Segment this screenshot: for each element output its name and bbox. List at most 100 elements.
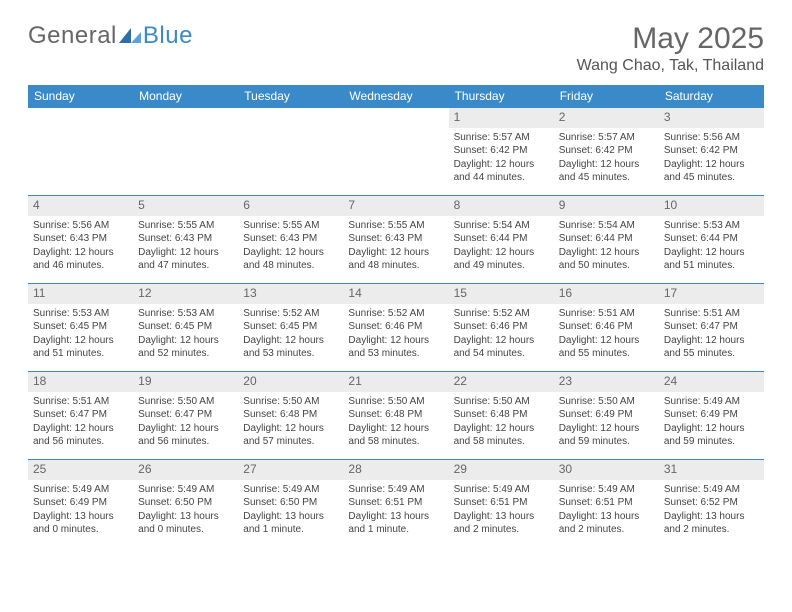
weekday-header: Tuesday — [238, 85, 343, 108]
day-number: 28 — [343, 460, 448, 480]
day-number: 22 — [449, 372, 554, 392]
day-info: Sunrise: 5:50 AMSunset: 6:48 PMDaylight:… — [343, 392, 448, 453]
day-info: Sunrise: 5:56 AMSunset: 6:43 PMDaylight:… — [28, 216, 133, 277]
calendar-empty-cell — [28, 108, 133, 196]
sunset-line: Sunset: 6:48 PM — [348, 408, 443, 422]
day-info: Sunrise: 5:50 AMSunset: 6:48 PMDaylight:… — [238, 392, 343, 453]
sunrise-line: Sunrise: 5:54 AM — [454, 219, 549, 233]
day-number: 8 — [449, 196, 554, 216]
calendar-day-cell: 26Sunrise: 5:49 AMSunset: 6:50 PMDayligh… — [133, 460, 238, 548]
day-info: Sunrise: 5:55 AMSunset: 6:43 PMDaylight:… — [343, 216, 448, 277]
calendar-day-cell: 10Sunrise: 5:53 AMSunset: 6:44 PMDayligh… — [659, 196, 764, 284]
calendar-day-cell: 2Sunrise: 5:57 AMSunset: 6:42 PMDaylight… — [554, 108, 659, 196]
calendar-empty-cell — [343, 108, 448, 196]
day-info: Sunrise: 5:52 AMSunset: 6:46 PMDaylight:… — [449, 304, 554, 365]
sunset-line: Sunset: 6:44 PM — [664, 232, 759, 246]
day-info: Sunrise: 5:51 AMSunset: 6:46 PMDaylight:… — [554, 304, 659, 365]
sunset-line: Sunset: 6:46 PM — [454, 320, 549, 334]
sunrise-line: Sunrise: 5:50 AM — [138, 395, 233, 409]
calendar-body: 1Sunrise: 5:57 AMSunset: 6:42 PMDaylight… — [28, 108, 764, 548]
sunset-line: Sunset: 6:42 PM — [454, 144, 549, 158]
logo-text-2: Blue — [143, 22, 193, 50]
sunset-line: Sunset: 6:48 PM — [454, 408, 549, 422]
day-number: 13 — [238, 284, 343, 304]
calendar-day-cell: 8Sunrise: 5:54 AMSunset: 6:44 PMDaylight… — [449, 196, 554, 284]
day-number: 21 — [343, 372, 448, 392]
daylight-line: Daylight: 12 hours and 48 minutes. — [348, 246, 443, 273]
day-number: 23 — [554, 372, 659, 392]
sunset-line: Sunset: 6:46 PM — [559, 320, 654, 334]
weekday-header: Thursday — [449, 85, 554, 108]
calendar-week-row: 18Sunrise: 5:51 AMSunset: 6:47 PMDayligh… — [28, 372, 764, 460]
sunrise-line: Sunrise: 5:55 AM — [348, 219, 443, 233]
sunset-line: Sunset: 6:43 PM — [33, 232, 128, 246]
daylight-line: Daylight: 12 hours and 51 minutes. — [33, 334, 128, 361]
daylight-line: Daylight: 12 hours and 56 minutes. — [33, 422, 128, 449]
daylight-line: Daylight: 12 hours and 55 minutes. — [664, 334, 759, 361]
day-number: 25 — [28, 460, 133, 480]
sunrise-line: Sunrise: 5:52 AM — [243, 307, 338, 321]
sunrise-line: Sunrise: 5:56 AM — [664, 131, 759, 145]
calendar-week-row: 4Sunrise: 5:56 AMSunset: 6:43 PMDaylight… — [28, 196, 764, 284]
sunrise-line: Sunrise: 5:53 AM — [664, 219, 759, 233]
sunrise-line: Sunrise: 5:49 AM — [243, 483, 338, 497]
day-info: Sunrise: 5:50 AMSunset: 6:48 PMDaylight:… — [449, 392, 554, 453]
day-info: Sunrise: 5:49 AMSunset: 6:51 PMDaylight:… — [449, 480, 554, 541]
calendar-day-cell: 3Sunrise: 5:56 AMSunset: 6:42 PMDaylight… — [659, 108, 764, 196]
daylight-line: Daylight: 12 hours and 46 minutes. — [33, 246, 128, 273]
daylight-line: Daylight: 12 hours and 44 minutes. — [454, 158, 549, 185]
sunrise-line: Sunrise: 5:57 AM — [559, 131, 654, 145]
calendar-week-row: 25Sunrise: 5:49 AMSunset: 6:49 PMDayligh… — [28, 460, 764, 548]
sunset-line: Sunset: 6:44 PM — [559, 232, 654, 246]
sunset-line: Sunset: 6:45 PM — [138, 320, 233, 334]
daylight-line: Daylight: 13 hours and 2 minutes. — [559, 510, 654, 537]
daylight-line: Daylight: 12 hours and 52 minutes. — [138, 334, 233, 361]
sunrise-line: Sunrise: 5:49 AM — [559, 483, 654, 497]
sunset-line: Sunset: 6:47 PM — [138, 408, 233, 422]
day-info: Sunrise: 5:52 AMSunset: 6:45 PMDaylight:… — [238, 304, 343, 365]
day-number: 29 — [449, 460, 554, 480]
day-info: Sunrise: 5:49 AMSunset: 6:51 PMDaylight:… — [343, 480, 448, 541]
sunset-line: Sunset: 6:47 PM — [664, 320, 759, 334]
sunrise-line: Sunrise: 5:49 AM — [664, 483, 759, 497]
day-number: 19 — [133, 372, 238, 392]
calendar-day-cell: 11Sunrise: 5:53 AMSunset: 6:45 PMDayligh… — [28, 284, 133, 372]
weekday-header-row: SundayMondayTuesdayWednesdayThursdayFrid… — [28, 85, 764, 108]
sunrise-line: Sunrise: 5:56 AM — [33, 219, 128, 233]
day-info: Sunrise: 5:50 AMSunset: 6:47 PMDaylight:… — [133, 392, 238, 453]
daylight-line: Daylight: 12 hours and 45 minutes. — [559, 158, 654, 185]
daylight-line: Daylight: 12 hours and 58 minutes. — [454, 422, 549, 449]
calendar-day-cell: 13Sunrise: 5:52 AMSunset: 6:45 PMDayligh… — [238, 284, 343, 372]
day-number: 30 — [554, 460, 659, 480]
daylight-line: Daylight: 12 hours and 51 minutes. — [664, 246, 759, 273]
location: Wang Chao, Tak, Thailand — [577, 57, 764, 75]
calendar-day-cell: 20Sunrise: 5:50 AMSunset: 6:48 PMDayligh… — [238, 372, 343, 460]
day-number: 15 — [449, 284, 554, 304]
day-info: Sunrise: 5:49 AMSunset: 6:51 PMDaylight:… — [554, 480, 659, 541]
sunrise-line: Sunrise: 5:49 AM — [664, 395, 759, 409]
sunrise-line: Sunrise: 5:55 AM — [138, 219, 233, 233]
day-info: Sunrise: 5:55 AMSunset: 6:43 PMDaylight:… — [133, 216, 238, 277]
day-info: Sunrise: 5:54 AMSunset: 6:44 PMDaylight:… — [449, 216, 554, 277]
sunrise-line: Sunrise: 5:52 AM — [348, 307, 443, 321]
sunset-line: Sunset: 6:49 PM — [33, 496, 128, 510]
calendar-day-cell: 15Sunrise: 5:52 AMSunset: 6:46 PMDayligh… — [449, 284, 554, 372]
daylight-line: Daylight: 12 hours and 48 minutes. — [243, 246, 338, 273]
calendar-day-cell: 9Sunrise: 5:54 AMSunset: 6:44 PMDaylight… — [554, 196, 659, 284]
day-info: Sunrise: 5:50 AMSunset: 6:49 PMDaylight:… — [554, 392, 659, 453]
daylight-line: Daylight: 12 hours and 49 minutes. — [454, 246, 549, 273]
calendar-day-cell: 24Sunrise: 5:49 AMSunset: 6:49 PMDayligh… — [659, 372, 764, 460]
day-number: 17 — [659, 284, 764, 304]
sunrise-line: Sunrise: 5:57 AM — [454, 131, 549, 145]
day-number: 4 — [28, 196, 133, 216]
day-number: 11 — [28, 284, 133, 304]
sunrise-line: Sunrise: 5:49 AM — [454, 483, 549, 497]
daylight-line: Daylight: 12 hours and 53 minutes. — [243, 334, 338, 361]
daylight-line: Daylight: 12 hours and 54 minutes. — [454, 334, 549, 361]
sunrise-line: Sunrise: 5:50 AM — [559, 395, 654, 409]
sunset-line: Sunset: 6:45 PM — [243, 320, 338, 334]
weekday-header: Friday — [554, 85, 659, 108]
daylight-line: Daylight: 13 hours and 1 minute. — [348, 510, 443, 537]
day-info: Sunrise: 5:49 AMSunset: 6:49 PMDaylight:… — [28, 480, 133, 541]
calendar-empty-cell — [238, 108, 343, 196]
